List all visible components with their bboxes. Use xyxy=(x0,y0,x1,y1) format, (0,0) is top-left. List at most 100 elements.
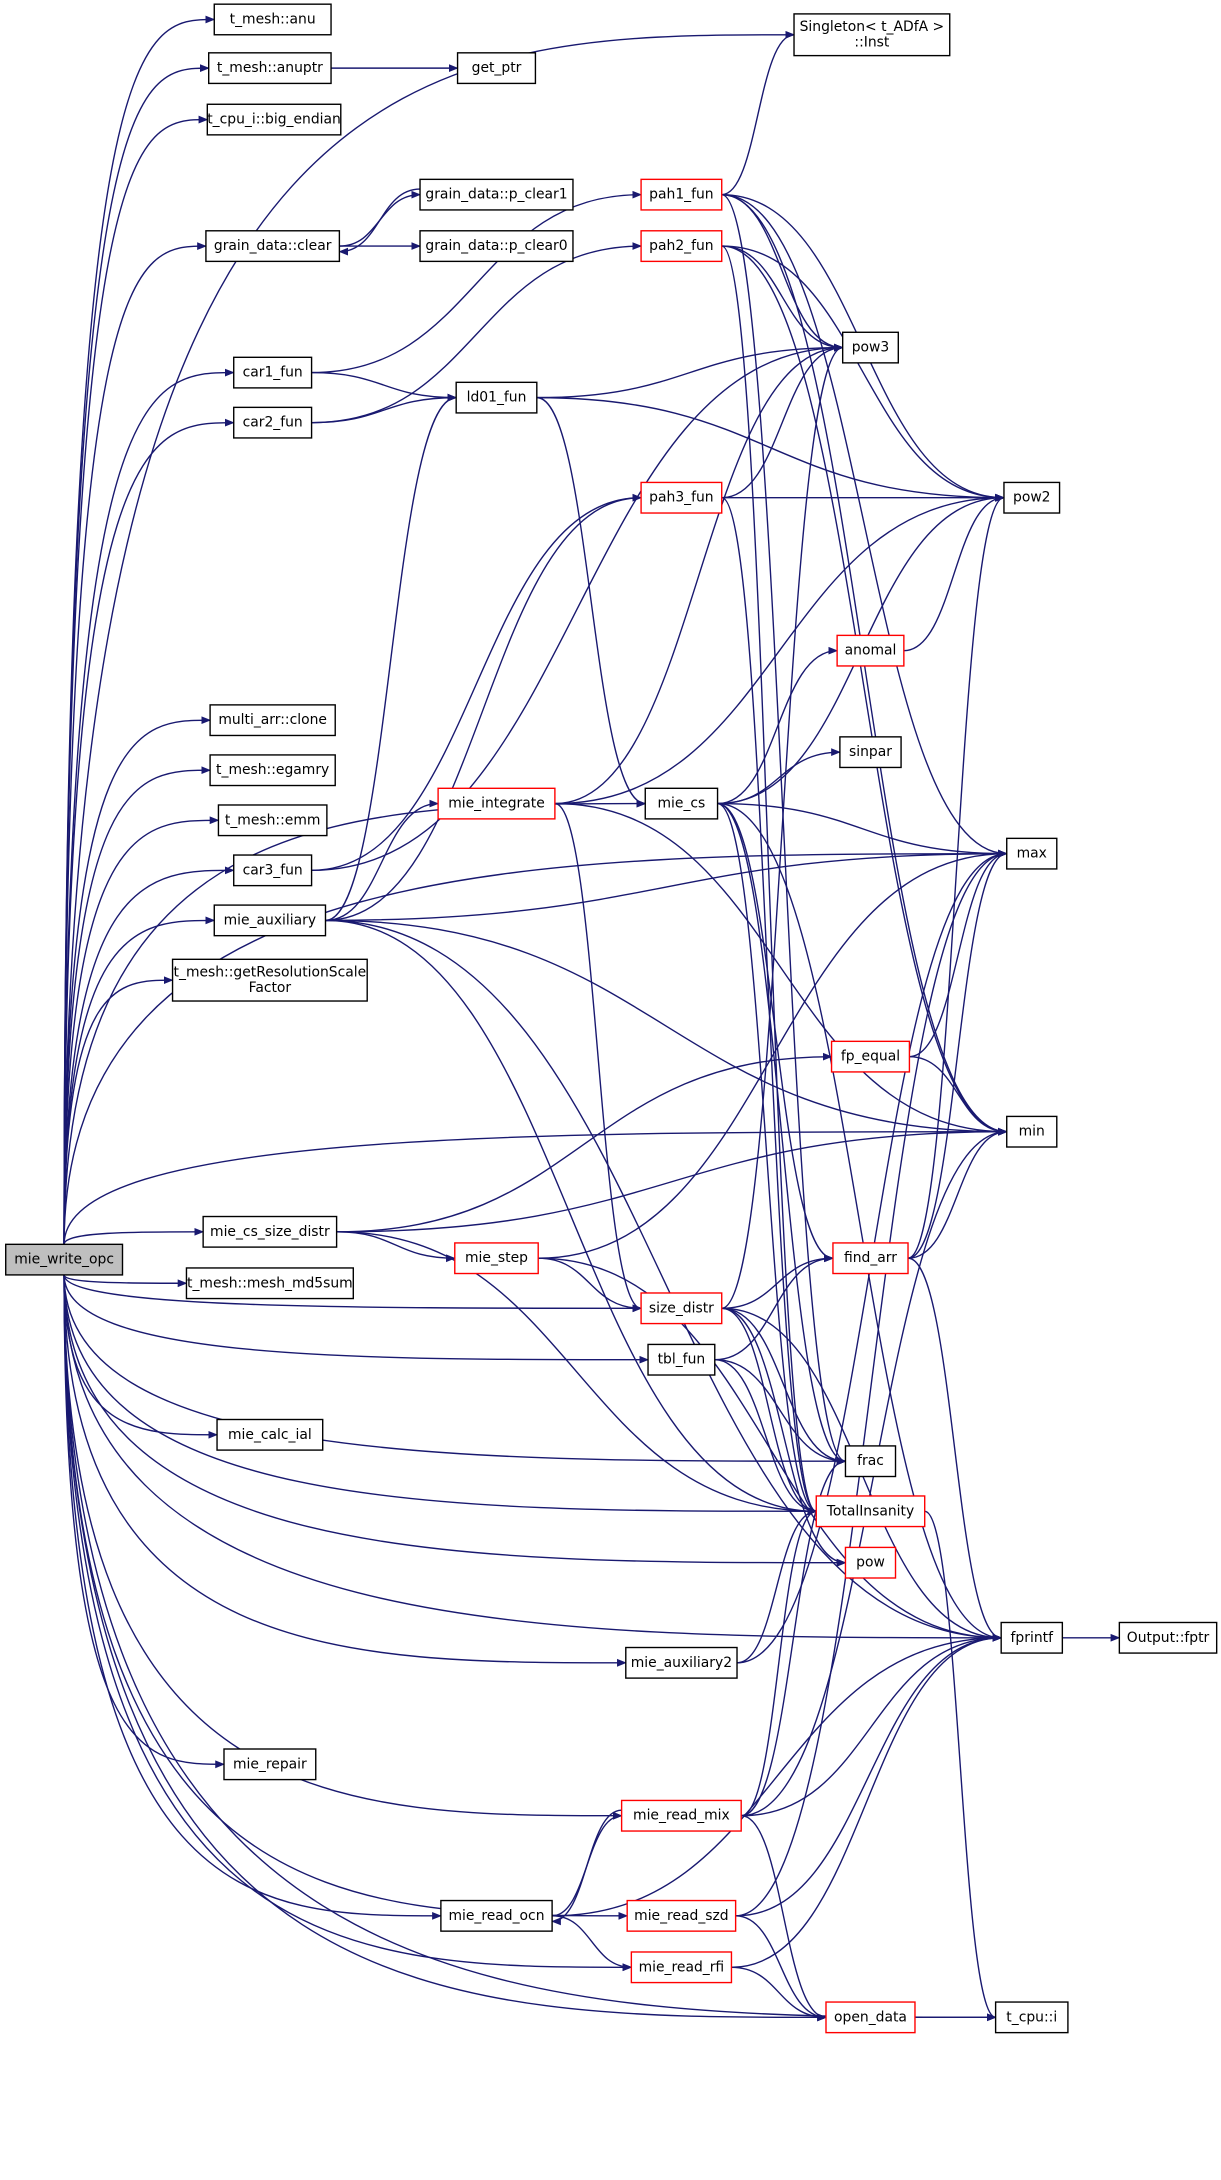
function-node xyxy=(836,634,905,667)
call-edge xyxy=(325,919,1003,1642)
function-label: mie_read_rfi xyxy=(639,1959,725,1975)
call-edge xyxy=(735,849,1008,1917)
function-label: fp_equal xyxy=(841,1049,900,1065)
function-node xyxy=(202,1215,338,1248)
function-label: anomal xyxy=(845,643,897,659)
function-node xyxy=(171,958,368,1002)
function-node xyxy=(620,1799,742,1832)
call-edge xyxy=(311,371,458,402)
function-node xyxy=(208,52,332,85)
function-node xyxy=(832,1242,909,1275)
function-label: mie_integrate xyxy=(448,796,545,812)
function-label: mie_auxiliary xyxy=(224,912,316,928)
call-edge xyxy=(63,1127,1008,1245)
function-label: mie_cs xyxy=(658,796,706,812)
call-edge xyxy=(63,716,212,1245)
call-edge xyxy=(717,802,1003,1642)
function-label: max xyxy=(1017,846,1047,862)
call-edge xyxy=(536,396,647,808)
call-edge xyxy=(63,1274,623,1820)
call-edge xyxy=(311,190,643,374)
function-label: pow3 xyxy=(852,340,890,356)
function-node xyxy=(185,1267,354,1300)
function-node xyxy=(994,2001,1069,2034)
function-label: mie_read_mix xyxy=(633,1808,730,1824)
call-edge xyxy=(554,802,643,1313)
function-node xyxy=(206,103,342,136)
call-edge xyxy=(721,1307,847,1567)
call-edge xyxy=(63,816,220,1245)
function-label: pah2_fun xyxy=(649,238,713,254)
call-edge xyxy=(721,193,1008,858)
call-edge xyxy=(536,396,1005,502)
function-node xyxy=(205,230,341,263)
edges xyxy=(63,15,1121,2022)
function-node xyxy=(233,854,313,887)
function-label: t_mesh::anu xyxy=(230,11,316,27)
call-edge xyxy=(325,493,643,922)
call-edge xyxy=(63,1274,225,1769)
function-label: grain_data::p_clear0 xyxy=(425,238,567,254)
function-node xyxy=(437,787,556,820)
function-label: ::Inst xyxy=(854,34,889,50)
call-edge xyxy=(735,1915,827,2022)
function-label: mie_read_ocn xyxy=(448,1908,544,1924)
function-node xyxy=(223,1748,317,1781)
call-edge xyxy=(714,1359,847,1466)
call-edge xyxy=(63,1274,847,1466)
call-edge xyxy=(63,1274,643,1313)
function-node xyxy=(1006,837,1058,870)
call-edge xyxy=(714,1359,818,1516)
call-edge xyxy=(63,115,209,1245)
call-edge xyxy=(63,766,212,1245)
call-edge xyxy=(717,802,1008,858)
function-label: grain_data::p_clear1 xyxy=(425,187,567,203)
call-edge xyxy=(552,1915,633,1972)
function-label: mie_auxiliary2 xyxy=(631,1655,732,1671)
call-edge xyxy=(325,919,1008,1136)
function-label: frac xyxy=(857,1453,884,1469)
function-label: Singleton< t_ADfA > xyxy=(800,19,945,35)
call-edge xyxy=(554,493,1005,805)
call-edge xyxy=(63,368,235,1245)
function-node xyxy=(233,356,313,389)
function-label: t_mesh::emm xyxy=(225,812,320,828)
call-edge xyxy=(311,493,643,872)
call-edge xyxy=(717,748,841,805)
function-label: find_arr xyxy=(844,1250,897,1266)
function-node xyxy=(1006,1115,1058,1148)
call-edge xyxy=(63,1274,629,1920)
call-edge xyxy=(311,242,643,424)
function-label: pah1_fun xyxy=(649,187,713,203)
function-node xyxy=(454,1242,539,1275)
call-edge xyxy=(538,849,1008,1259)
function-label: grain_data::clear xyxy=(214,238,332,254)
call-edge xyxy=(325,393,458,922)
call-edge xyxy=(721,1254,834,1309)
call-edge xyxy=(721,245,1005,502)
call-edge xyxy=(338,188,421,256)
function-node xyxy=(841,331,899,364)
call-edge xyxy=(536,343,844,399)
function-node xyxy=(625,1646,738,1679)
function-node xyxy=(647,1343,716,1376)
function-label: mie_step xyxy=(465,1250,528,1266)
function-label: car1_fun xyxy=(243,365,303,381)
function-label: min xyxy=(1019,1124,1045,1140)
function-label: t_mesh::anuptr xyxy=(217,60,323,76)
call-edge xyxy=(721,1307,847,1466)
call-edge xyxy=(63,1274,827,2022)
call-edge xyxy=(554,343,844,805)
call-edge xyxy=(714,1254,834,1361)
function-node xyxy=(844,1445,897,1478)
call-edge xyxy=(741,1815,827,2022)
function-node xyxy=(1118,1621,1218,1654)
function-label: t_mesh::egamry xyxy=(216,762,329,778)
function-node xyxy=(644,787,719,820)
call-edge xyxy=(63,1274,818,1516)
function-node xyxy=(209,754,336,787)
call-edge xyxy=(721,193,847,1465)
function-label: ld01_fun xyxy=(467,390,527,406)
function-label: open_data xyxy=(834,2009,907,2025)
